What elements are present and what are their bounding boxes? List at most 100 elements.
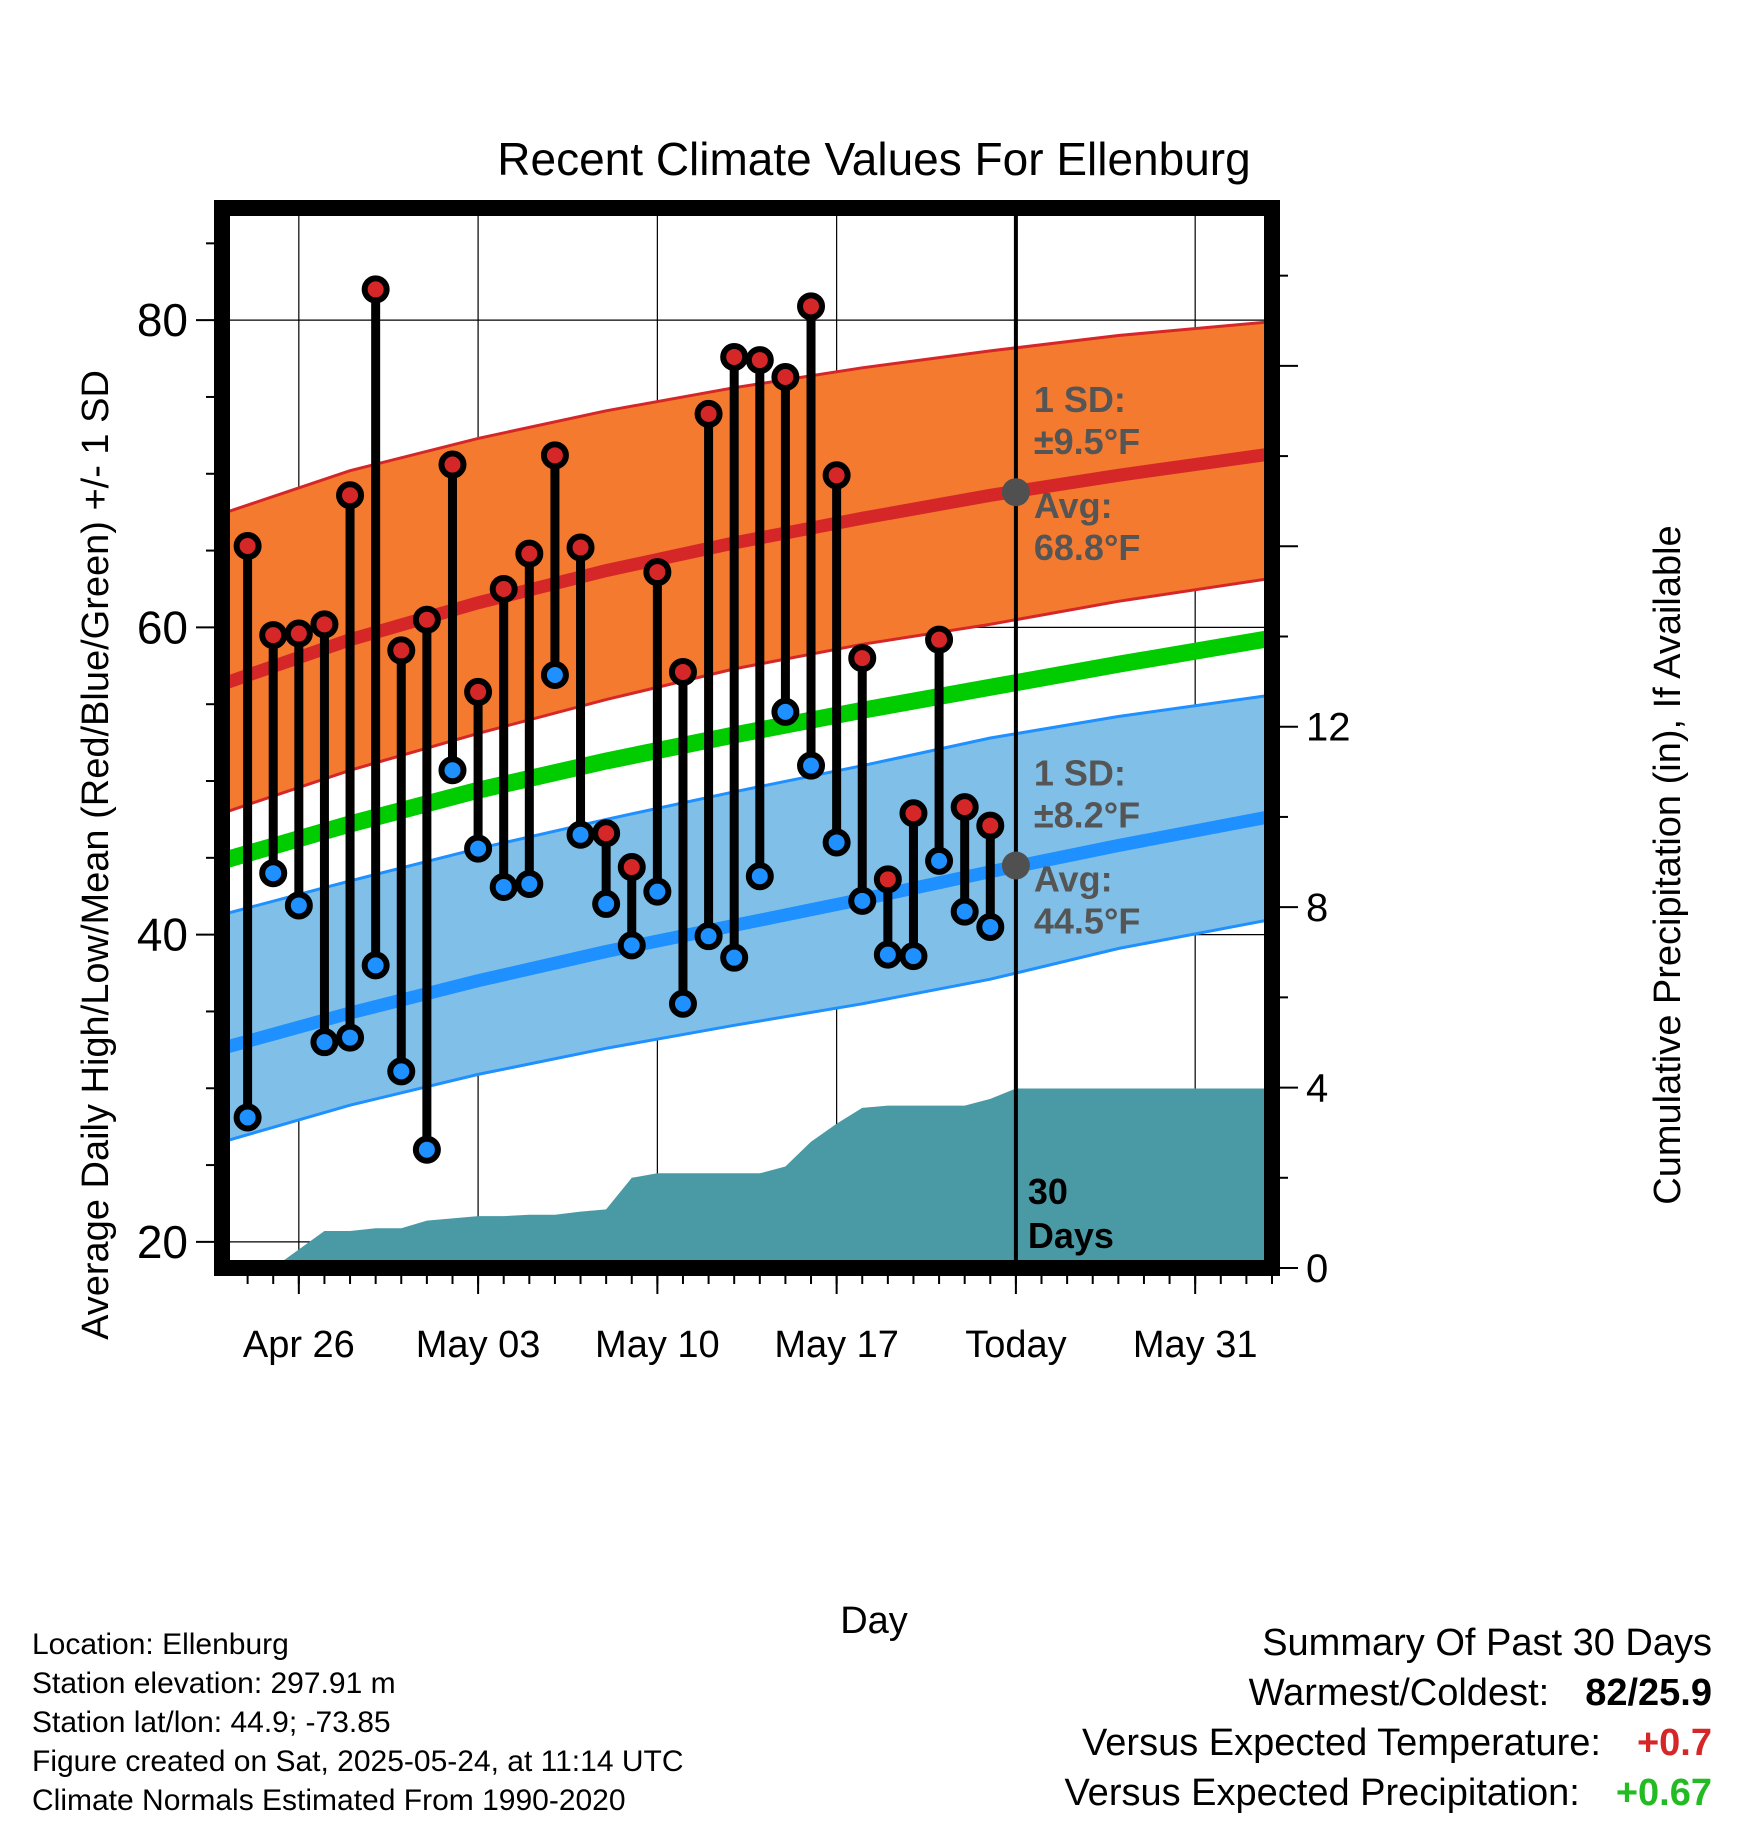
low-point (259, 859, 288, 888)
low-point (925, 846, 954, 875)
high-point (566, 533, 595, 562)
low-point (310, 1028, 339, 1057)
footer-elevation: Station elevation: 297.91 m (32, 1667, 396, 1700)
low-point (592, 889, 621, 918)
high-point (976, 811, 1005, 840)
high-point (336, 481, 365, 510)
high-point (284, 619, 313, 648)
low-point (643, 877, 672, 906)
low-point (336, 1023, 365, 1052)
high-point (925, 625, 954, 654)
high-point (617, 853, 646, 882)
y-tick-label: 20 (137, 1216, 188, 1268)
y-axis-label: Average Daily High/Low/Mean (Red/Blue/Gr… (75, 370, 117, 1340)
x-tick-label: Today (965, 1324, 1066, 1366)
y2-tick-label: 8 (1306, 886, 1328, 930)
low-point (617, 931, 646, 960)
high-point (489, 574, 518, 603)
x-tick-label: May 31 (1133, 1324, 1258, 1366)
high-point (259, 621, 288, 650)
summary-title: Summary Of Past 30 Days (1262, 1622, 1712, 1664)
high-point (387, 636, 416, 665)
low-avg-label: Avg: (1034, 859, 1113, 900)
high-point (464, 677, 493, 706)
summary-warmest-value: 82/25.9 (1585, 1672, 1712, 1714)
low-point (899, 942, 928, 971)
low-point (361, 951, 390, 980)
y-tick-label: 60 (137, 601, 188, 653)
high-point (310, 610, 339, 639)
high-point (438, 450, 467, 479)
high-point (592, 819, 621, 848)
high-point (233, 531, 262, 560)
low-point (848, 886, 877, 915)
high-point (848, 644, 877, 673)
low-point (387, 1057, 416, 1086)
low-point (694, 922, 723, 951)
plot-frame (214, 200, 1280, 1276)
x-tick-label: Apr 26 (243, 1324, 355, 1366)
high-sd-label: 1 SD: (1034, 379, 1126, 420)
low-point (950, 897, 979, 926)
high-point (873, 865, 902, 894)
y2-axis-label: Cumulative Precipitation (in), If Availa… (1647, 525, 1689, 1204)
precipitation-area (273, 1088, 1272, 1268)
low-sd-value: ±8.2°F (1034, 795, 1140, 836)
high-avg-label: Avg: (1034, 485, 1113, 526)
high-point (745, 346, 774, 375)
low-point (873, 940, 902, 969)
high-point (412, 605, 441, 634)
y2-tick-label: 0 (1306, 1247, 1328, 1291)
high-point (899, 799, 928, 828)
low-point (720, 943, 749, 972)
summary-warmest-row: Warmest/Coldest: 82/25.9 (1249, 1672, 1712, 1715)
footer-created: Figure created on Sat, 2025-05-24, at 11… (32, 1745, 684, 1778)
low-average-marker (1001, 851, 1030, 880)
low-point (515, 869, 544, 898)
low-point (464, 834, 493, 863)
summary-precip-value: +0.67 (1615, 1772, 1712, 1814)
x-tick-label: May 17 (774, 1324, 899, 1366)
high-point (720, 343, 749, 372)
high-point (515, 539, 544, 568)
summary-precip-row: Versus Expected Precipitation: +0.67 (1064, 1772, 1712, 1815)
chart-title: Recent Climate Values For Ellenburg (497, 133, 1250, 185)
high-point (797, 292, 826, 321)
low-point (489, 873, 518, 902)
low-point (233, 1103, 262, 1132)
today-days-label: 30 (1028, 1171, 1068, 1212)
high-point (668, 657, 697, 686)
low-point (822, 828, 851, 857)
high-point (950, 793, 979, 822)
low-point (745, 862, 774, 891)
low-avg-value: 44.5°F (1034, 901, 1140, 942)
footer-normals: Climate Normals Estimated From 1990-2020 (32, 1784, 626, 1817)
low-point (771, 697, 800, 726)
summary-temp-label: Versus Expected Temperature: (1082, 1722, 1601, 1764)
y-tick-label: 40 (137, 909, 188, 961)
today-days-label: Days (1028, 1215, 1114, 1256)
x-tick-label: May 03 (416, 1324, 541, 1366)
low-point (566, 820, 595, 849)
high-point (822, 461, 851, 490)
high-point (694, 399, 723, 428)
low-point (797, 751, 826, 780)
summary-temp-row: Versus Expected Temperature: +0.7 (1082, 1722, 1712, 1765)
y2-tick-label: 4 (1306, 1067, 1328, 1111)
low-sd-label: 1 SD: (1034, 753, 1126, 794)
summary-warmest-label: Warmest/Coldest: (1248, 1672, 1550, 1714)
footer-latlon: Station lat/lon: 44.9; -73.85 (32, 1706, 391, 1739)
high-point (643, 558, 672, 587)
y-tick-label: 80 (137, 294, 188, 346)
high-avg-value: 68.8°F (1034, 527, 1140, 568)
low-point (412, 1135, 441, 1164)
high-point (540, 441, 569, 470)
high-average-marker (1001, 478, 1030, 507)
low-point (668, 989, 697, 1018)
summary-temp-value: +0.7 (1636, 1722, 1712, 1764)
low-point (976, 912, 1005, 941)
summary-precip-label: Versus Expected Precipitation: (1064, 1772, 1580, 1814)
